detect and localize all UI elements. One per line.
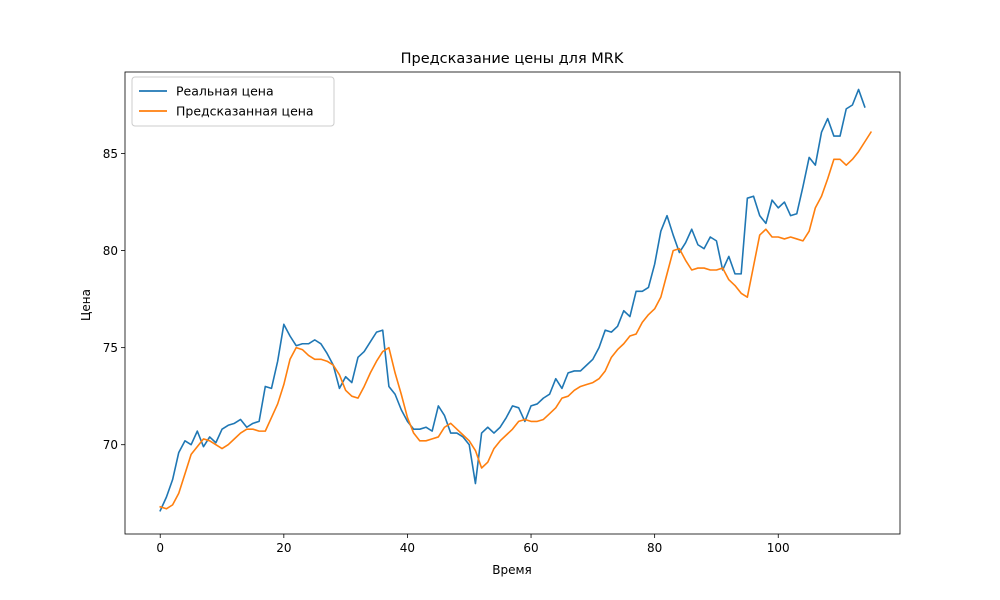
legend-box	[131, 76, 335, 127]
series-line-real-price	[159, 88, 866, 512]
y-axis: 70 75 80 85	[103, 147, 125, 452]
x-tick-label: 40	[400, 541, 415, 555]
x-tick-label: 100	[767, 541, 790, 555]
plot-area: 0 20 40 60 80 100 70 75 80 85	[103, 71, 901, 555]
plot-frame	[124, 71, 901, 535]
series-layer	[159, 88, 873, 512]
y-tick-label: 85	[103, 147, 118, 161]
x-tick-label: 60	[523, 541, 538, 555]
legend-label-predicted: Предсказанная цена	[176, 104, 314, 119]
y-tick-label: 75	[103, 341, 118, 355]
y-axis-label: Цена	[79, 289, 93, 321]
y-tick-label: 70	[103, 438, 118, 452]
legend-label-real: Реальная цена	[176, 84, 274, 99]
legend: Реальная цена Предсказанная цена	[131, 76, 335, 127]
chart-title: Предсказание цены для MRK	[401, 51, 624, 67]
x-tick-label: 20	[276, 541, 291, 555]
x-axis: 0 20 40 60 80 100	[156, 534, 790, 555]
series-line-predicted-price	[159, 131, 873, 510]
x-tick-label: 80	[647, 541, 662, 555]
x-tick-label: 0	[156, 541, 164, 555]
y-tick-label: 80	[103, 244, 118, 258]
x-axis-label: Время	[492, 563, 532, 577]
